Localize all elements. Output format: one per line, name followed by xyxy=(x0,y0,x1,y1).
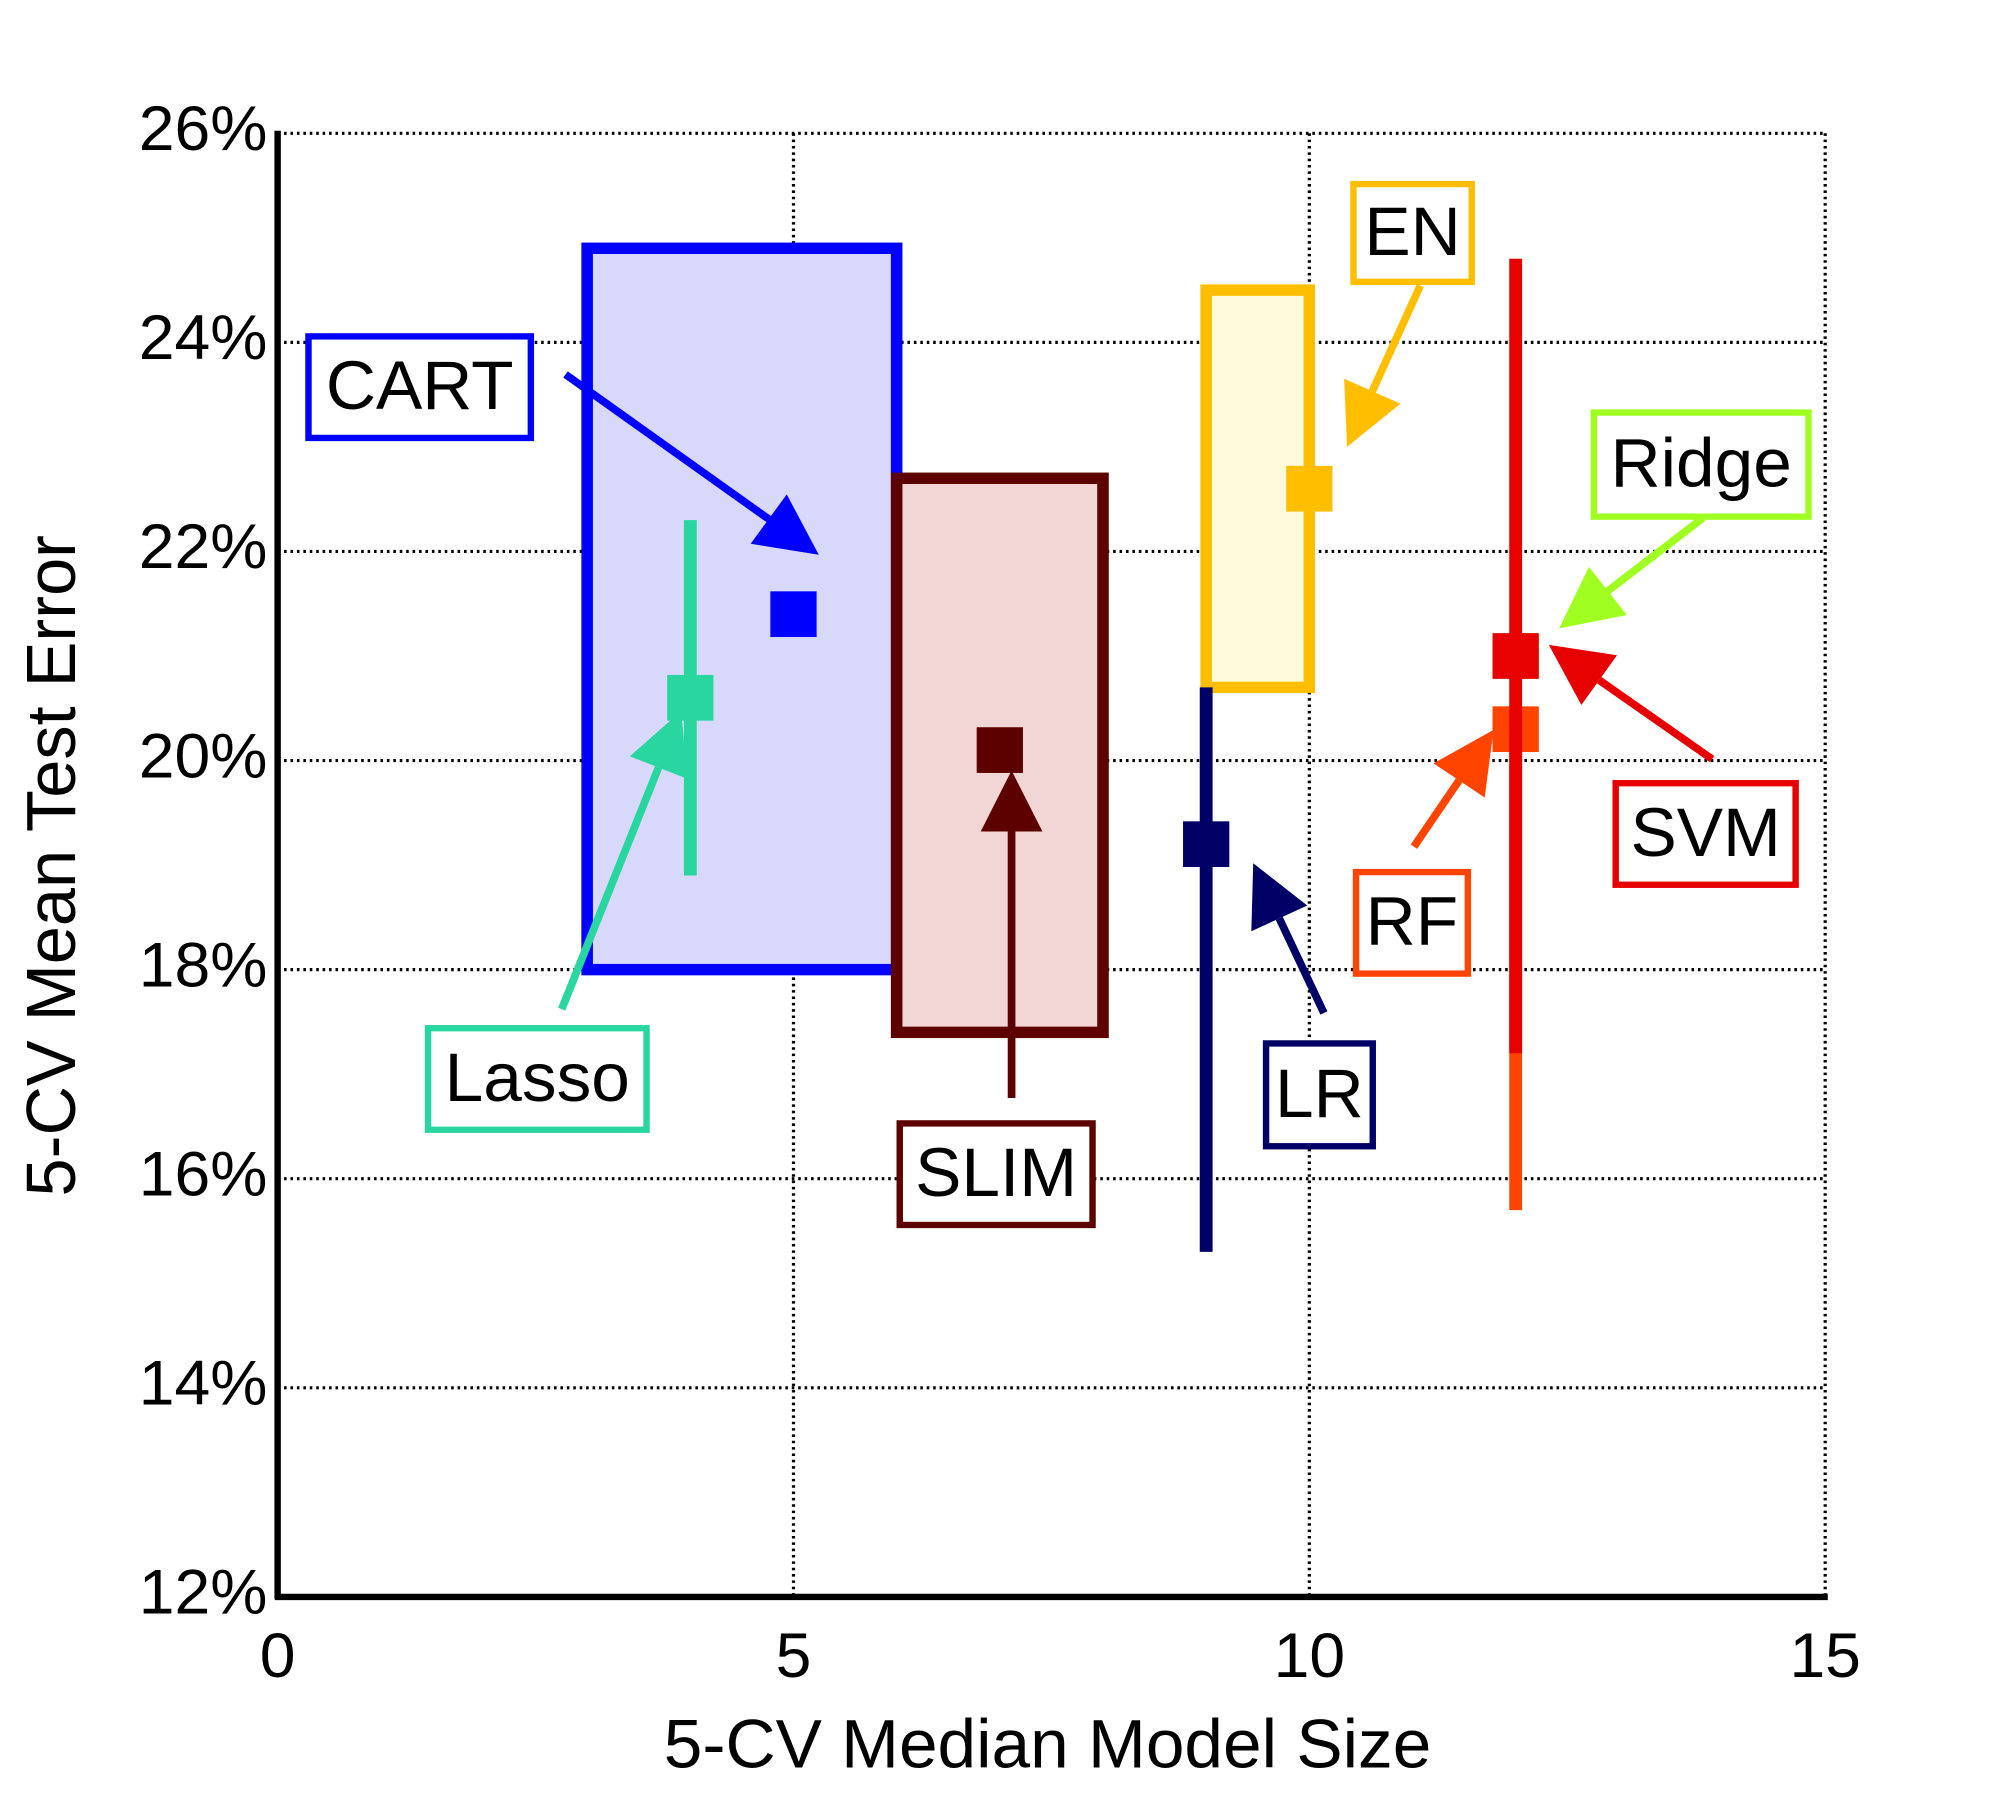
range-box xyxy=(581,242,903,976)
y-tick-label: 26% xyxy=(139,92,268,164)
arrow-head xyxy=(980,770,1043,832)
series-label: EN xyxy=(1364,193,1460,270)
label-box xyxy=(1350,180,1475,285)
label-box xyxy=(305,333,535,442)
series-label: CART xyxy=(326,347,514,424)
series-label: RF xyxy=(1366,883,1459,960)
arrow-shaft xyxy=(1368,284,1424,393)
arrow-shaft xyxy=(1605,514,1706,594)
marker xyxy=(667,674,714,721)
arrow-head xyxy=(1251,863,1308,932)
y-tick-label: 24% xyxy=(139,302,268,374)
y-tick-label: 20% xyxy=(139,720,268,792)
arrow-head xyxy=(629,710,688,779)
x-tick-label: 10 xyxy=(1274,1619,1345,1691)
marker xyxy=(1286,465,1333,512)
y-tick-label: 22% xyxy=(139,511,268,583)
arrow-head xyxy=(750,494,819,555)
x-tick-label: 15 xyxy=(1789,1619,1860,1691)
marker xyxy=(976,727,1023,773)
series-label: SLIM xyxy=(915,1134,1077,1211)
y-tick-label: 16% xyxy=(139,1138,268,1210)
label-box xyxy=(1262,1040,1376,1150)
x-axis-label: 5-CV Median Model Size xyxy=(664,1706,1432,1783)
x-tick-label: 0 xyxy=(260,1619,296,1691)
arrow-head xyxy=(1433,729,1494,798)
y-axis-label: 5-CV Mean Test Error xyxy=(13,535,90,1196)
label-box xyxy=(1590,409,1812,520)
arrow-head xyxy=(1344,378,1401,447)
y-tick-label: 18% xyxy=(139,929,268,1001)
arrow-shaft xyxy=(558,766,663,1011)
arrow-shaft xyxy=(1410,778,1463,849)
series-label: Ridge xyxy=(1610,425,1791,502)
y-tick-label: 12% xyxy=(139,1556,268,1628)
label-box xyxy=(1612,780,1799,888)
marker xyxy=(1492,633,1539,679)
label-box xyxy=(896,1120,1096,1229)
label-box xyxy=(1352,868,1472,977)
y-tick-label: 14% xyxy=(139,1347,268,1419)
marker xyxy=(1183,821,1230,868)
marker xyxy=(770,591,817,638)
arrow-shaft xyxy=(563,371,771,523)
series-label: LR xyxy=(1275,1055,1364,1132)
arrow-shaft xyxy=(1596,676,1715,763)
arrow-head xyxy=(1548,644,1618,705)
x-tick-label: 5 xyxy=(776,1619,812,1691)
series-label: SVM xyxy=(1630,794,1780,871)
label-box xyxy=(424,1025,650,1133)
arrow-shaft xyxy=(1275,916,1328,1015)
series-label: Lasso xyxy=(445,1039,630,1116)
arrow-head xyxy=(1559,566,1627,629)
